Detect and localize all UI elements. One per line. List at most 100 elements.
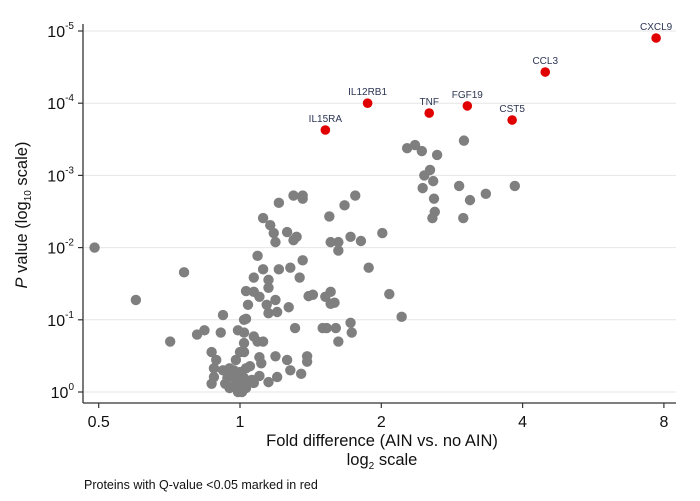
data-point bbox=[228, 380, 239, 392]
y-tick-label: 10-4 bbox=[47, 93, 74, 113]
data-point bbox=[270, 294, 281, 306]
significant-point-cst5 bbox=[507, 115, 517, 125]
significant-point-fgf19 bbox=[462, 101, 473, 111]
footnote: Proteins with Q-value <0.05 marked in re… bbox=[84, 478, 318, 492]
data-point bbox=[307, 289, 319, 300]
data-point bbox=[178, 267, 190, 278]
data-point bbox=[339, 200, 350, 211]
data-point bbox=[208, 363, 220, 374]
data-point bbox=[263, 274, 274, 286]
data-point bbox=[257, 336, 269, 347]
data-point bbox=[283, 302, 294, 313]
data-point bbox=[396, 311, 407, 323]
data-point bbox=[270, 236, 281, 248]
data-point bbox=[297, 193, 308, 204]
data-point bbox=[238, 337, 250, 349]
data-point bbox=[333, 336, 344, 347]
data-point bbox=[254, 291, 265, 302]
data-point bbox=[230, 354, 242, 366]
data-point bbox=[263, 376, 274, 388]
data-point bbox=[324, 211, 335, 222]
data-point bbox=[211, 354, 222, 366]
data-point bbox=[246, 374, 258, 386]
data-point bbox=[164, 336, 176, 347]
point-label: CST5 bbox=[499, 104, 525, 115]
x-tick-label: 4 bbox=[518, 414, 527, 431]
data-point bbox=[224, 363, 235, 374]
data-point bbox=[329, 297, 340, 308]
data-point bbox=[206, 378, 217, 390]
y-tick-label: 10-5 bbox=[47, 21, 74, 41]
significant-point-il12rb1 bbox=[362, 98, 373, 108]
data-point bbox=[288, 190, 299, 201]
data-point bbox=[263, 307, 274, 319]
data-point bbox=[480, 188, 492, 200]
point-label: CCL3 bbox=[532, 56, 558, 67]
x-axis-title: Fold difference (AIN vs. no AIN) bbox=[266, 432, 498, 450]
data-point bbox=[295, 368, 307, 380]
data-point bbox=[257, 264, 269, 275]
data-point bbox=[428, 193, 440, 204]
data-point bbox=[89, 242, 100, 253]
data-point bbox=[271, 371, 283, 383]
data-point bbox=[234, 346, 246, 358]
data-point bbox=[240, 313, 252, 325]
data-point bbox=[244, 361, 256, 372]
significant-point-tnf bbox=[424, 108, 435, 118]
data-point bbox=[263, 282, 274, 293]
x-tick-label: 1 bbox=[236, 414, 245, 431]
data-point bbox=[289, 322, 301, 334]
gridlines bbox=[84, 30, 676, 393]
data-point bbox=[346, 327, 357, 338]
data-point bbox=[377, 227, 388, 239]
data-point bbox=[273, 197, 285, 209]
point-label: IL15RA bbox=[309, 114, 343, 125]
data-points bbox=[89, 135, 521, 398]
x-tick-label: 8 bbox=[659, 414, 668, 431]
data-point bbox=[206, 346, 217, 358]
data-point bbox=[271, 306, 283, 318]
data-point bbox=[428, 175, 439, 187]
y-tick-label: 10-1 bbox=[47, 310, 74, 330]
data-point bbox=[458, 212, 469, 224]
y-tick-label: 10-2 bbox=[47, 238, 74, 258]
data-point bbox=[325, 236, 336, 248]
significant-points: CXCL9 CCL3 IL12RB1 TNF FGF19 CST5 IL15RA bbox=[309, 22, 673, 135]
data-point bbox=[238, 327, 250, 338]
data-point bbox=[281, 226, 293, 238]
data-point bbox=[401, 142, 413, 154]
point-label: TNF bbox=[419, 97, 438, 108]
data-point bbox=[453, 180, 465, 192]
data-point bbox=[325, 286, 336, 298]
data-point bbox=[273, 264, 285, 275]
data-point bbox=[291, 231, 302, 243]
y-ticks: 10-5 10-4 10-3 10-2 10-1 100 bbox=[47, 21, 83, 402]
data-point bbox=[285, 262, 296, 273]
point-label: IL12RB1 bbox=[348, 87, 387, 98]
data-point bbox=[240, 285, 252, 297]
data-point bbox=[248, 272, 259, 283]
data-point bbox=[458, 135, 470, 146]
y-tick-label: 100 bbox=[51, 382, 75, 402]
point-label: CXCL9 bbox=[640, 22, 673, 33]
data-point bbox=[345, 231, 356, 243]
data-point bbox=[416, 145, 428, 157]
data-point bbox=[285, 365, 296, 376]
point-label: FGF19 bbox=[452, 90, 484, 101]
significant-point-il15ra bbox=[320, 125, 331, 135]
significant-point-ccl3 bbox=[540, 67, 551, 77]
data-point bbox=[238, 372, 250, 384]
data-point bbox=[345, 317, 356, 328]
data-point bbox=[257, 212, 269, 224]
data-point bbox=[509, 180, 521, 192]
data-point bbox=[431, 149, 443, 161]
data-point bbox=[297, 255, 308, 266]
data-point bbox=[242, 299, 254, 311]
data-point bbox=[333, 245, 344, 256]
data-point bbox=[464, 194, 476, 206]
significant-point-cxcl9 bbox=[651, 33, 661, 43]
x-axis-subtitle: log2 scale bbox=[347, 451, 418, 472]
data-point bbox=[236, 386, 248, 398]
data-point bbox=[294, 272, 305, 283]
data-point bbox=[252, 250, 263, 262]
